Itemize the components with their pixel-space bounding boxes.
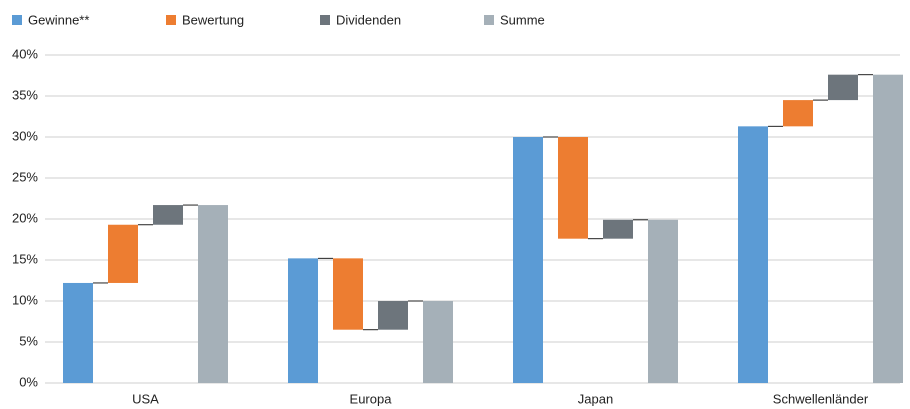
legend-label: Summe	[500, 12, 545, 27]
legend-swatch	[320, 15, 330, 25]
legend-label: Bewertung	[182, 12, 244, 27]
bar	[873, 74, 903, 384]
bar	[783, 100, 813, 127]
legend-swatch	[12, 15, 22, 25]
x-tick-label: Schwellenländer	[773, 391, 869, 406]
y-tick-label: 25%	[12, 169, 38, 184]
legend-label: Dividenden	[336, 12, 401, 27]
bar	[558, 137, 588, 239]
bar	[648, 219, 678, 383]
bar	[378, 301, 408, 330]
bar	[423, 301, 453, 383]
bar	[513, 137, 543, 383]
bar	[153, 205, 183, 225]
y-tick-label: 5%	[19, 333, 38, 348]
x-tick-label: USA	[132, 391, 159, 406]
y-tick-label: 20%	[12, 210, 38, 225]
bar	[198, 205, 228, 383]
bar	[333, 258, 363, 330]
legend-swatch	[484, 15, 494, 25]
y-tick-label: 40%	[12, 46, 38, 61]
legend-label: Gewinne**	[28, 12, 89, 27]
bar	[108, 224, 138, 283]
bar	[288, 258, 318, 383]
bar	[828, 74, 858, 101]
bar	[603, 219, 633, 239]
y-tick-label: 30%	[12, 128, 38, 143]
bar	[63, 282, 93, 383]
x-tick-label: Europa	[350, 391, 393, 406]
legend-swatch	[166, 15, 176, 25]
bar	[738, 126, 768, 383]
y-tick-label: 10%	[12, 292, 38, 307]
x-tick-label: Japan	[578, 391, 613, 406]
y-tick-label: 0%	[19, 374, 38, 389]
y-tick-label: 35%	[12, 87, 38, 102]
y-tick-label: 15%	[12, 251, 38, 266]
